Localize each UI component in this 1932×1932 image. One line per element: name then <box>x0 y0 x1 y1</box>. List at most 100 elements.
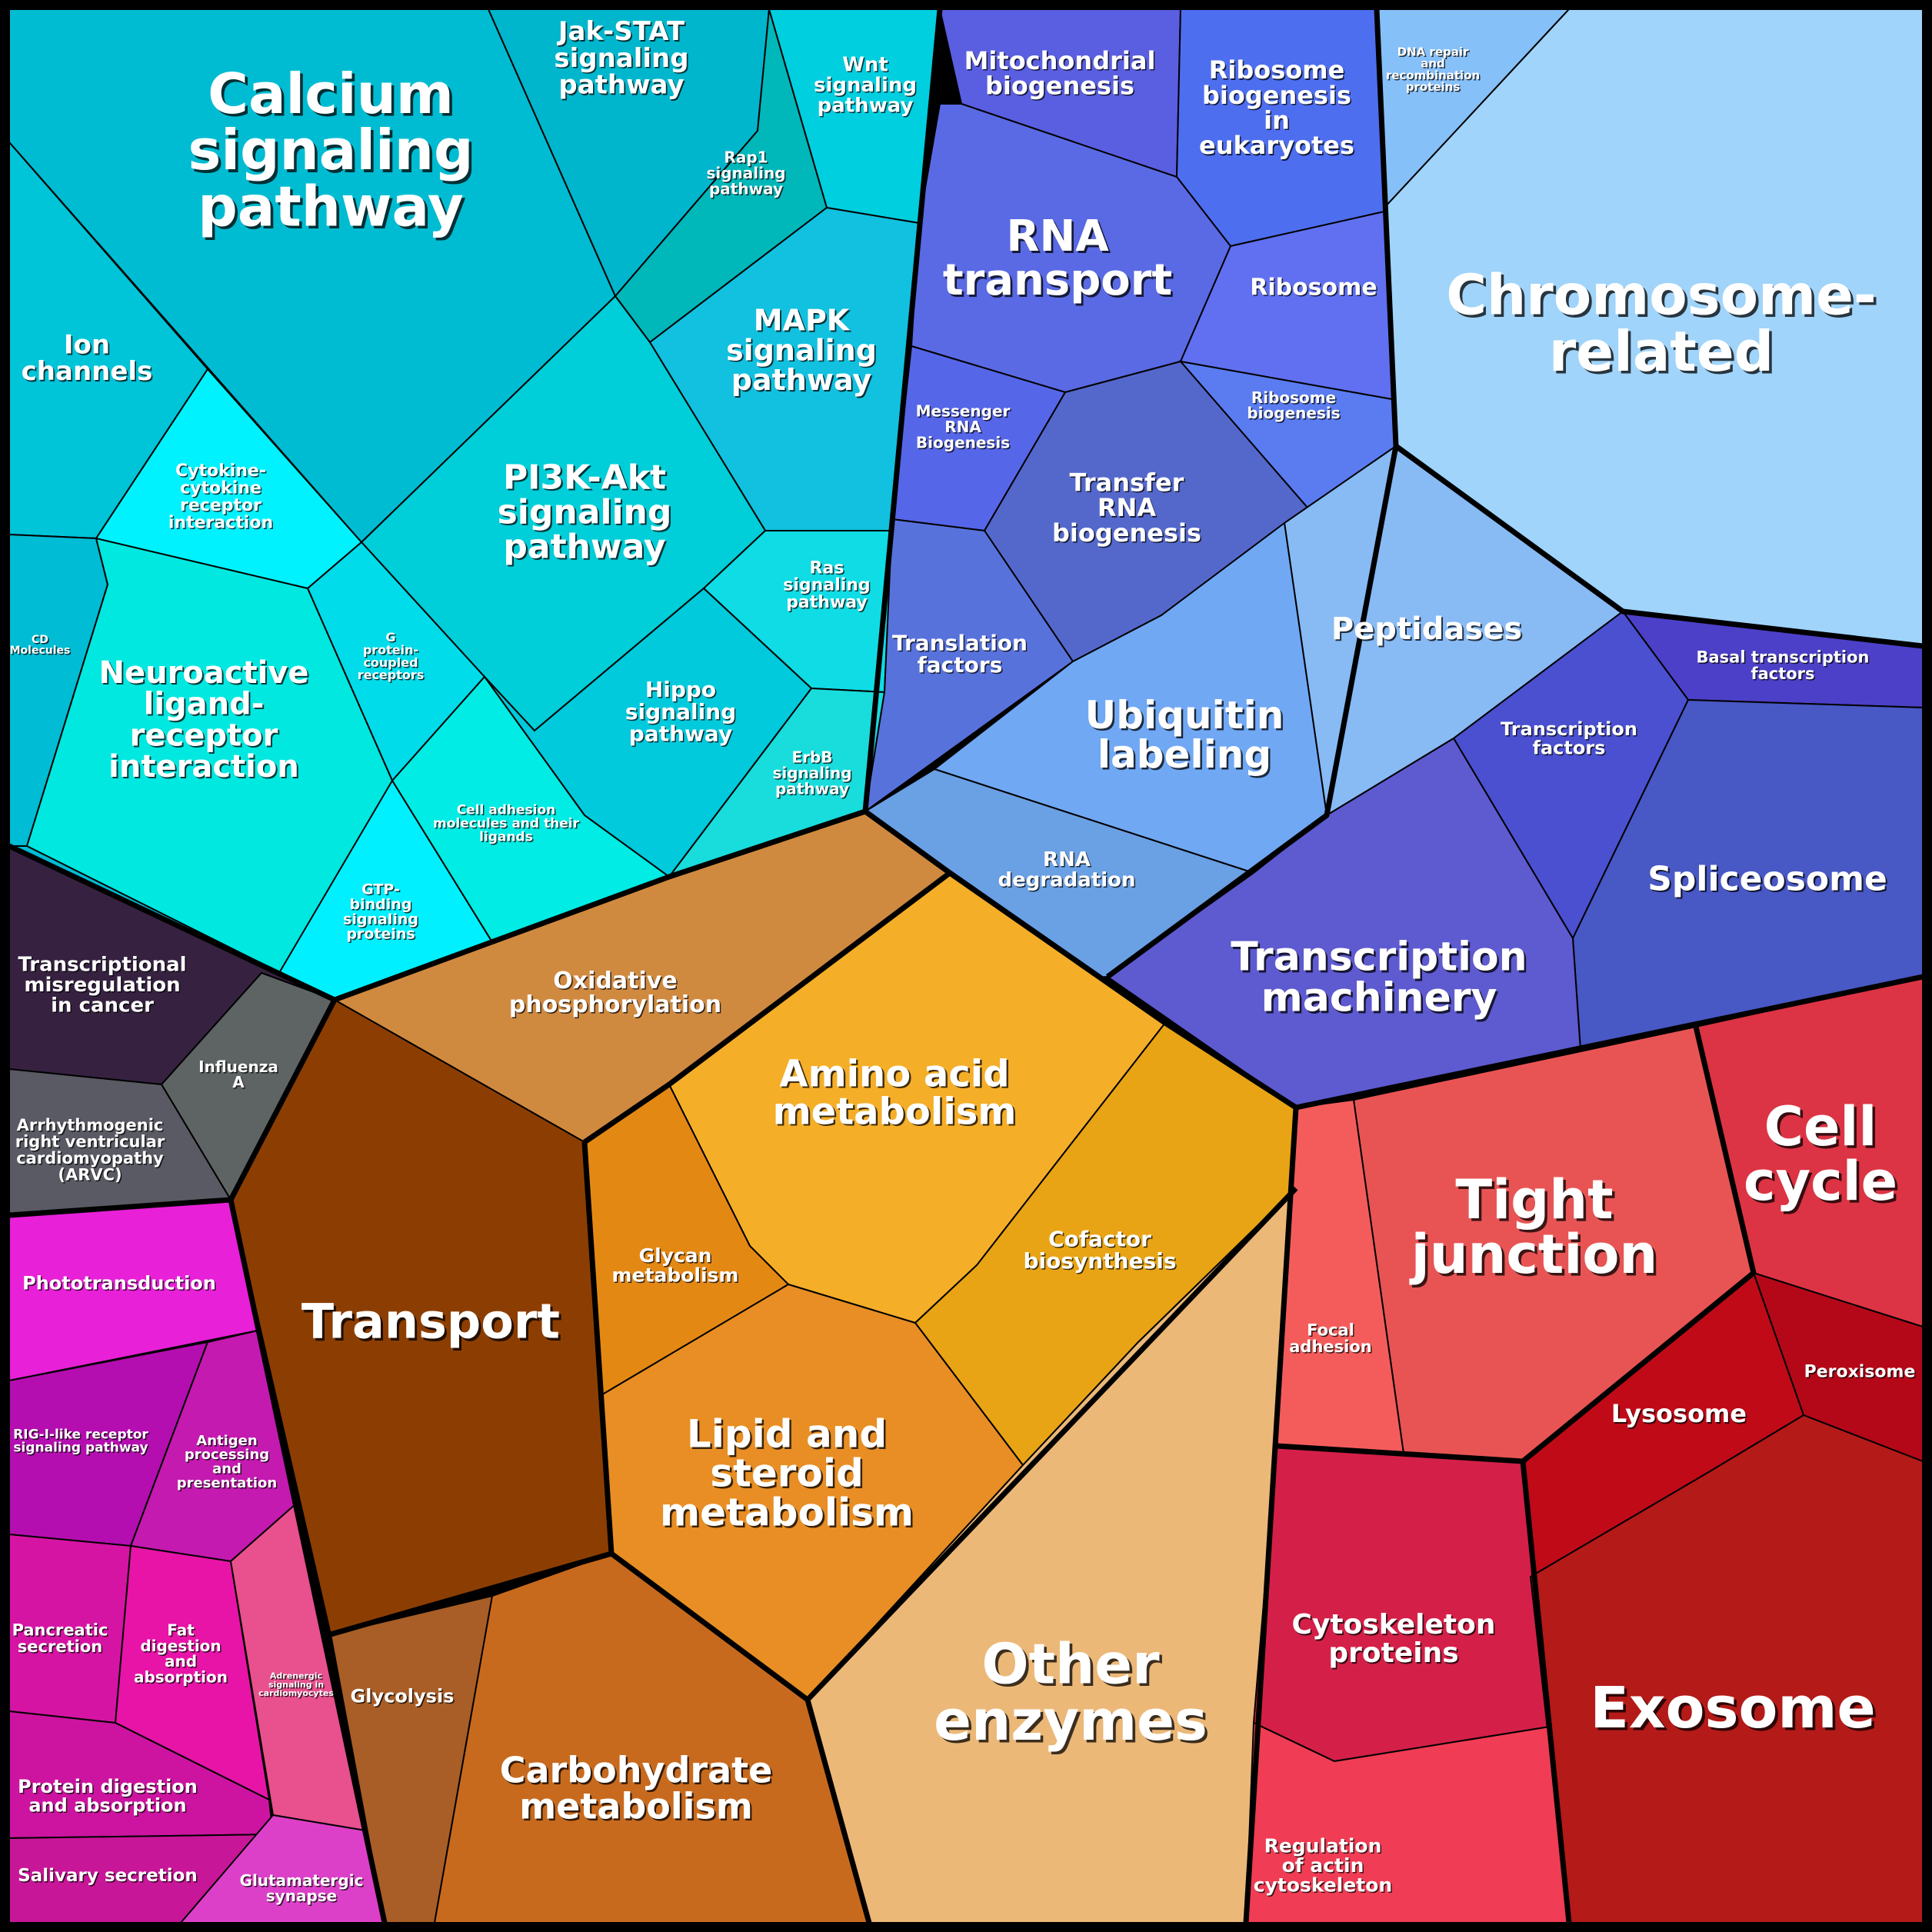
cell-label: MAPK signaling pathway <box>726 304 877 398</box>
cell-translation[interactable] <box>864 518 1074 814</box>
cell-label: Wnt signaling pathway <box>815 55 918 118</box>
cell-label: Lipid and steroid metabolism <box>662 1414 916 1537</box>
cell-label: CD Molecules <box>10 634 71 657</box>
cell-label: Carbohydrate metabolism <box>501 1751 774 1829</box>
cell-label: Glycan metabolism <box>613 1246 740 1288</box>
cell-label: Exosome <box>1590 1675 1875 1741</box>
cell-label: Oxidative phosphorylation <box>510 969 722 1020</box>
cell-label: DNA repair and recombination proteins <box>1386 45 1480 94</box>
cell-label: Salivary secretion <box>18 1866 198 1886</box>
cell-label: Transcriptional misregulation in cancer <box>19 954 188 1018</box>
cell-label: Ion channels <box>22 330 153 388</box>
cell-label: Wnt signaling pathway <box>814 54 917 118</box>
cell-label: Adrenergic signaling in cardiomyocytes <box>258 1671 334 1698</box>
cell-label: Antigen processing and presentation <box>178 1434 278 1492</box>
cell-label: Lipid and steroid metabolism <box>660 1412 914 1535</box>
cell-label: Cytokine-cytokine receptor interaction <box>169 463 274 534</box>
cell-label: Rap1 signaling pathway <box>708 149 787 199</box>
cell-label: Adrenergic signaling in cardiomyocytes <box>260 1672 335 1699</box>
cell-label: RIG-I-like receptor signaling pathway <box>13 1427 148 1455</box>
cell-label: CD Molecules <box>11 635 72 658</box>
cell-label: Spliceosome <box>1647 859 1887 898</box>
cell-label: Ribosome biogenesis in eukaryotes <box>1201 57 1356 162</box>
cell-label: Amino acid metabolism <box>773 1052 1017 1133</box>
cell-label: Spliceosome <box>1649 861 1889 901</box>
cell-label: Arrhythmogenic right ventricular cardiomyo… <box>15 1116 165 1184</box>
cell-label: Cytoskeleton proteins <box>1292 1609 1496 1669</box>
cell-label: Transcription machinery <box>1231 934 1527 1021</box>
cell-label: Glycolysis <box>351 1685 455 1707</box>
cell-label: GTP-binding signaling proteins <box>343 881 418 943</box>
cell-label: Chromosome-related <box>1449 265 1880 386</box>
cell-label: MAPK signaling pathway <box>728 305 878 398</box>
cell-label: ErbB signaling pathway <box>772 748 851 798</box>
cell-label: Phototransduction <box>24 1274 218 1295</box>
cell-label: PI3K-Akt signaling pathway <box>498 458 672 567</box>
cell-label: Protein digestion and absorption <box>19 1777 199 1817</box>
cell-label: GTP-binding signaling proteins <box>345 882 420 944</box>
cell-label: Rap1 signaling pathway <box>706 148 785 198</box>
cell-label: Basal transcription factors <box>1696 648 1869 683</box>
cell-label: Peptidases <box>1333 613 1524 648</box>
cell-label: Regulation of actin cytoskeleton <box>1254 1834 1392 1896</box>
cell-cytoskeleton[interactable] <box>1252 1444 1551 1763</box>
cell-label: Lysosome <box>1613 1401 1748 1430</box>
cell-label: Influenza A <box>198 1058 278 1091</box>
cell-label: Fat digestion and absorption <box>135 1622 228 1687</box>
cell-label: Peroxisome <box>1804 1363 1916 1382</box>
cell-label: Cofactor biosynthesis <box>1024 1227 1177 1274</box>
cell-label: Hippo signaling pathway <box>626 678 737 748</box>
cell-label: Glycolysis <box>351 1687 455 1708</box>
cell-label: Ribosome <box>1251 275 1379 302</box>
cell-label: Salivary secretion <box>19 1867 199 1887</box>
cell-label: Peptidases <box>1331 611 1522 647</box>
cell-label: Other enzymes <box>934 1631 1208 1752</box>
cell-label: Amino acid metabolism <box>774 1054 1018 1135</box>
cell-label: Ribosome biogenesis in eukaryotes <box>1199 55 1354 160</box>
cell-label: Transcription machinery <box>1233 936 1529 1023</box>
cell-label: Focal adhesion <box>1291 1322 1373 1357</box>
cell-label: Transport <box>301 1294 560 1350</box>
cell-label: Ion channels <box>22 331 154 388</box>
cell-label: Transcription factors <box>1501 718 1637 758</box>
cell-label: Protein digestion and absorption <box>18 1776 198 1816</box>
cell-label: Mitochondrial biogenesis <box>965 47 1157 102</box>
cell-label: Other enzymes <box>937 1634 1211 1755</box>
cell-label: Basal transcription factors <box>1697 649 1870 684</box>
cell-label: Cytoskeleton proteins <box>1293 1611 1497 1671</box>
cell-label: RNA degradation <box>999 849 1137 893</box>
cell-label: RNA transport <box>945 214 1174 308</box>
cell-label: Messenger RNA Biogenesis <box>916 402 1011 452</box>
cell-label: Jak-STAT signaling pathway <box>554 16 688 100</box>
cell-label: Cofactor biosynthesis <box>1024 1227 1178 1275</box>
cell-label: Translation factors <box>894 631 1029 679</box>
cell-label: Tight junction <box>1409 1168 1658 1286</box>
cell-label: Lysosome <box>1611 1399 1747 1428</box>
cell-label: Ras signaling pathway <box>783 558 870 612</box>
region-layer <box>8 8 1924 1924</box>
cell-label: Transcriptional misregulation in cancer <box>18 954 186 1018</box>
cell-label: Ras signaling pathway <box>784 560 871 614</box>
cell-label: ErbB signaling pathway <box>774 749 853 799</box>
cell-label: Phototransduction <box>22 1272 216 1294</box>
cell-label: DNA repair and recombination proteins <box>1387 46 1481 95</box>
cell-label: Mitochondrial biogenesis <box>964 46 1156 101</box>
cell-label: Fat digestion and absorption <box>134 1621 228 1686</box>
cell-label: RNA degradation <box>998 848 1135 892</box>
cell-label: Arrhythmogenic right ventricular cardiomyo… <box>16 1118 166 1185</box>
cell-label: Focal adhesion <box>1289 1321 1371 1356</box>
cell-label: Pancreatic secretion <box>13 1622 109 1657</box>
cell-label: Glutamatergic synapse <box>240 1871 364 1905</box>
cell-label: Calcium signaling pathway <box>188 62 473 239</box>
cell-label: Antigen processing and presentation <box>177 1433 277 1491</box>
cell-label: Messenger RNA Biogenesis <box>917 403 1011 453</box>
cell-label: Jak-STAT signaling pathway <box>555 18 690 102</box>
cell-label: Ribosome biogenesis <box>1247 388 1340 422</box>
cell-label: Oxidative phosphorylation <box>509 968 721 1018</box>
cell-label: Cytokine-cytokine receptor interaction <box>168 461 273 532</box>
